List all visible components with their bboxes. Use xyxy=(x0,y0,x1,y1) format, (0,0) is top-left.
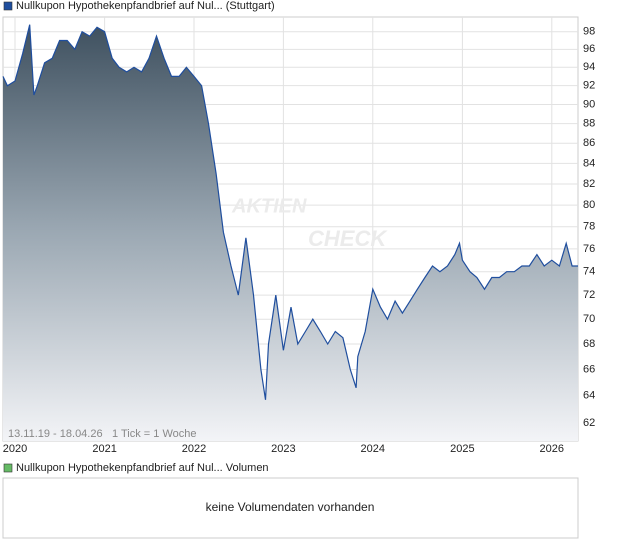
y-tick-label: 90 xyxy=(583,98,595,110)
x-tick-label: 2026 xyxy=(540,443,564,455)
y-tick-label: 68 xyxy=(583,338,595,350)
watermark: CHECK xyxy=(308,226,388,251)
y-tick-label: 94 xyxy=(583,61,595,73)
y-tick-label: 76 xyxy=(583,243,595,255)
tick-label: 1 Tick = 1 Woche xyxy=(112,428,196,440)
watermark: AKTIEN xyxy=(231,195,307,217)
volume-legend: Nullkupon Hypothekenpfandbrief auf Nul..… xyxy=(16,462,269,474)
legend-swatch xyxy=(3,463,13,473)
y-tick-label: 92 xyxy=(583,80,595,92)
x-tick-label: 2020 xyxy=(3,443,27,455)
y-tick-label: 86 xyxy=(583,137,595,149)
y-tick-label: 82 xyxy=(583,178,595,190)
legend-swatch xyxy=(3,1,13,11)
volume-message: keine Volumendaten vorhanden xyxy=(206,500,375,514)
x-tick-label: 2025 xyxy=(450,443,474,455)
y-tick-label: 96 xyxy=(583,43,595,55)
y-tick-label: 98 xyxy=(583,26,595,38)
volume-panel xyxy=(2,477,579,539)
line xyxy=(2,24,578,400)
y-tick-label: 70 xyxy=(583,313,595,325)
x-tick-label: 2024 xyxy=(361,443,385,455)
y-tick-label: 64 xyxy=(583,390,595,402)
area xyxy=(3,24,578,441)
y-tick-label: 88 xyxy=(583,118,595,130)
legend-label: Nullkupon Hypothekenpfandbrief auf Nul..… xyxy=(16,0,275,12)
range-label: 13.11.19 - 18.04.26 xyxy=(8,428,103,440)
y-tick-label: 84 xyxy=(583,157,595,169)
y-tick-label: 62 xyxy=(583,417,595,429)
x-tick-label: 2022 xyxy=(182,443,206,455)
y-tick-label: 66 xyxy=(583,363,595,375)
x-tick-label: 2023 xyxy=(271,443,295,455)
y-tick-label: 80 xyxy=(583,199,595,211)
y-tick-label: 78 xyxy=(583,221,595,233)
y-tick-label: 74 xyxy=(583,266,595,278)
y-tick-label: 72 xyxy=(583,289,595,301)
x-tick-label: 2021 xyxy=(92,443,116,455)
